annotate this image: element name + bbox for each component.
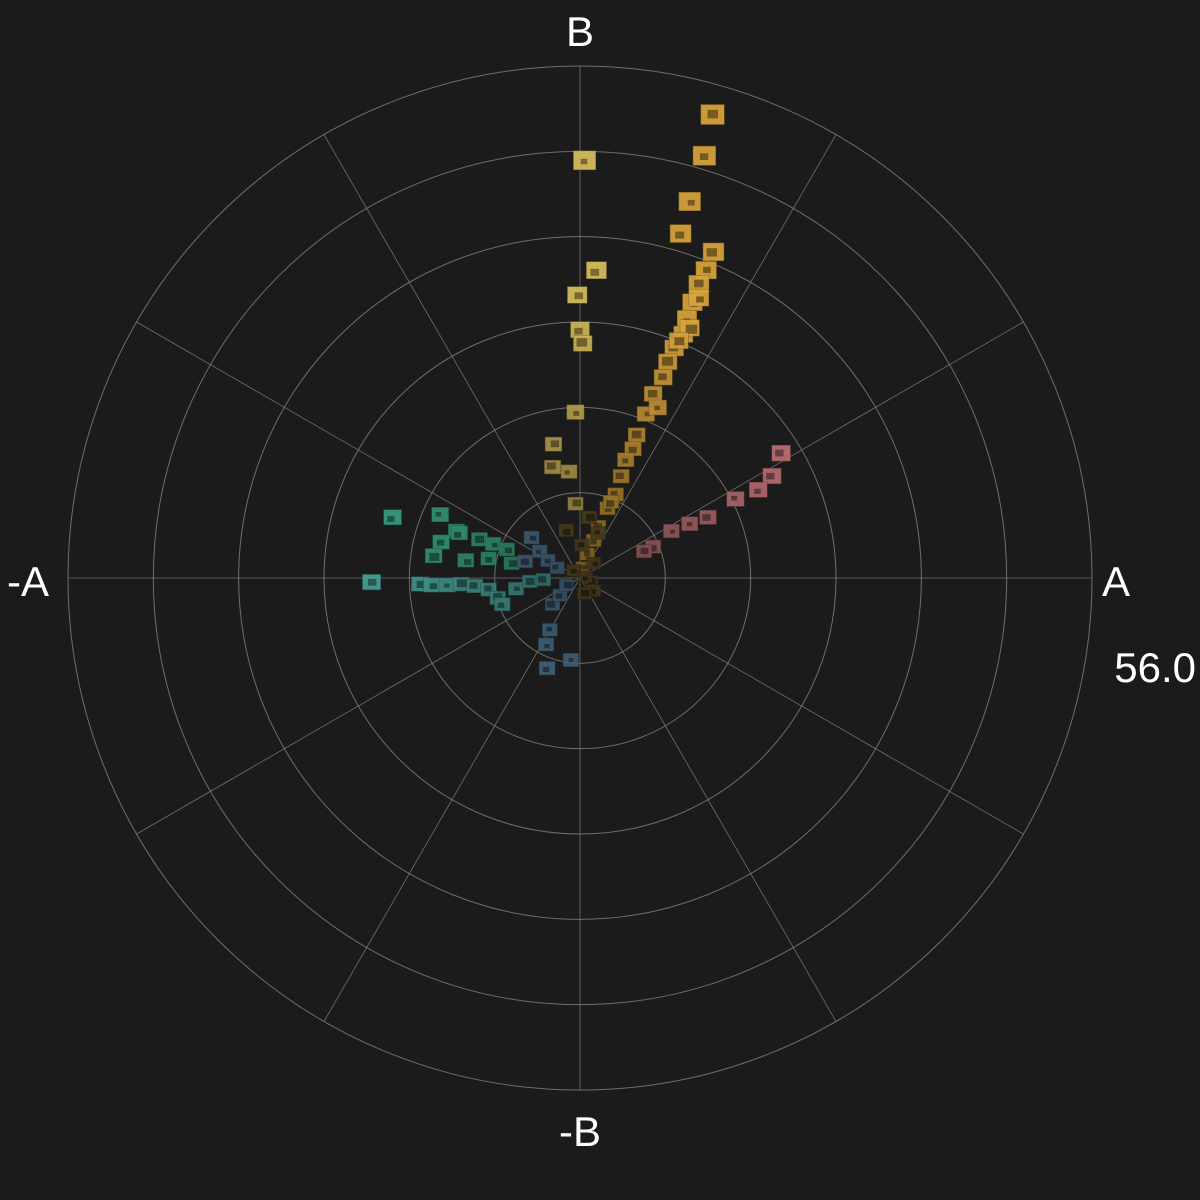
thumbnail-point	[480, 551, 497, 566]
thumbnail-point	[603, 494, 620, 509]
thumbnail-point	[669, 224, 692, 243]
thumbnail-point	[544, 436, 563, 452]
thumbnail-point	[749, 481, 768, 498]
thumbnail-point	[636, 544, 652, 559]
grid-spoke	[136, 321, 581, 579]
axis-label-neg-a: -A	[7, 558, 49, 605]
thumbnail-point	[726, 491, 745, 507]
thumbnail-point	[538, 661, 556, 676]
thumbnail-point	[567, 286, 588, 304]
thumbnail-point	[700, 104, 725, 125]
thumbnail-point	[508, 581, 524, 596]
thumbnail-point	[699, 509, 717, 525]
thumbnail-point	[425, 548, 443, 564]
thumbnail-point	[617, 452, 635, 467]
thumbnail-point	[648, 399, 667, 416]
grid-spoke	[579, 321, 1024, 579]
thumbnail-point	[573, 335, 593, 352]
thumbnail-point	[544, 459, 561, 475]
thumbnail-point	[658, 353, 678, 370]
thumbnail-point	[521, 574, 538, 589]
thumbnail-point	[586, 556, 602, 570]
thumbnail-point	[535, 573, 552, 587]
thumbnail-point	[560, 464, 578, 479]
thumbnail-point	[627, 427, 646, 443]
max-radius-label: 56.0	[1114, 644, 1196, 691]
grid-spoke	[579, 577, 1024, 835]
thumbnail-point	[692, 145, 716, 166]
thumbnail-point	[466, 578, 484, 594]
thumbnail-point	[688, 288, 710, 307]
thumbnail-point	[517, 554, 533, 569]
grid-spoke	[136, 577, 581, 835]
thumbnail-point	[578, 570, 593, 584]
thumbnail-point	[457, 553, 475, 568]
thumbnail-point	[653, 369, 673, 386]
thumbnail-point	[668, 332, 689, 350]
axis-label-neg-b: -B	[559, 1108, 601, 1155]
thumbnail-point	[762, 468, 782, 485]
thumbnail-point	[549, 561, 565, 575]
thumbnail-point	[678, 192, 701, 211]
thumbnail-points	[362, 104, 791, 676]
thumbnail-point	[452, 576, 470, 592]
thumbnail-point	[612, 469, 630, 484]
thumbnail-point	[771, 444, 791, 462]
thumbnail-point	[577, 587, 592, 600]
thumbnail-point	[558, 578, 574, 592]
axis-label-pos-b: B	[566, 8, 594, 55]
thumbnail-point	[567, 496, 584, 511]
thumbnail-point	[702, 242, 725, 261]
thumbnail-point	[431, 507, 449, 523]
thumbnail-point	[541, 623, 558, 637]
thumbnail-point	[679, 319, 700, 337]
axis-labels: B -B -A A 56.0	[7, 8, 1196, 1155]
thumbnail-point	[574, 538, 590, 552]
thumbnail-point	[423, 577, 441, 593]
axis-label-pos-a: A	[1102, 558, 1130, 605]
thumbnail-point	[432, 534, 450, 550]
thumbnail-point	[573, 150, 596, 171]
thumbnail-point	[484, 536, 502, 551]
thumbnail-point	[590, 526, 607, 540]
thumbnail-point	[471, 532, 488, 547]
thumbnail-point	[586, 261, 607, 279]
thumbnail-point	[450, 525, 468, 541]
thumbnail-point	[523, 530, 540, 545]
grid-spoke	[323, 134, 581, 579]
thumbnail-point	[566, 564, 581, 577]
thumbnail-point	[581, 510, 597, 525]
grid-spoke	[323, 577, 581, 1022]
polar-grid	[67, 65, 1093, 1091]
thumbnail-point	[566, 404, 585, 420]
thumbnail-point	[681, 516, 699, 531]
thumbnail-point	[538, 637, 555, 652]
thumbnail-point	[494, 597, 511, 612]
grid-spoke	[579, 577, 837, 1022]
thumbnail-point	[643, 385, 663, 402]
thumbnail-point	[562, 653, 579, 667]
thumbnail-point	[663, 524, 680, 539]
thumbnail-point	[362, 574, 381, 591]
thumbnail-point	[383, 509, 402, 526]
thumbnail-point	[498, 542, 515, 557]
thumbnail-point	[558, 523, 575, 537]
thumbnail-point	[503, 556, 520, 570]
grid-spoke	[579, 134, 837, 579]
